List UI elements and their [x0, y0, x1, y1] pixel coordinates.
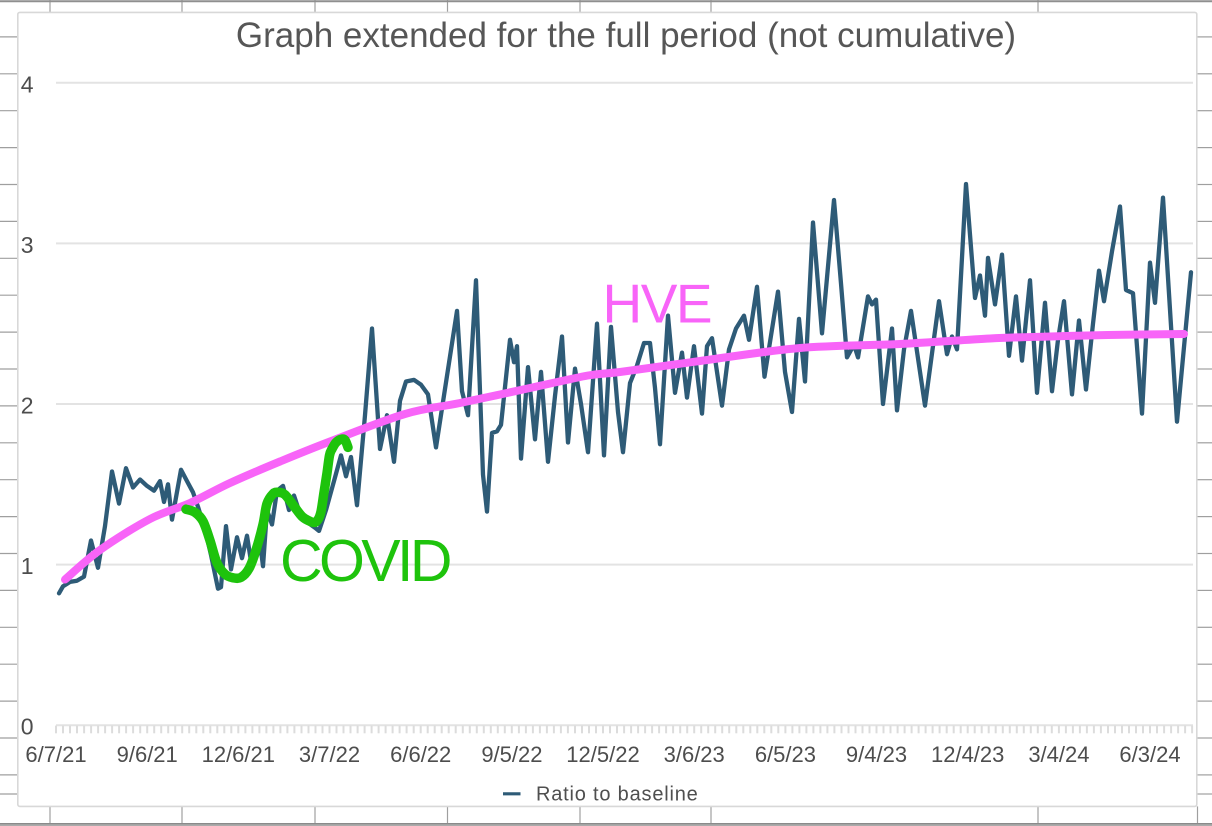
svg-text:12/4/23: 12/4/23: [931, 742, 1004, 767]
svg-text:9/5/22: 9/5/22: [481, 742, 542, 767]
svg-text:3/6/23: 3/6/23: [664, 742, 725, 767]
svg-text:6/6/22: 6/6/22: [390, 742, 451, 767]
svg-text:6/5/23: 6/5/23: [755, 742, 816, 767]
svg-text:12/5/22: 12/5/22: [566, 742, 639, 767]
svg-text:3/4/24: 3/4/24: [1028, 742, 1089, 767]
svg-text:Graph extended for the full pe: Graph extended for the full period (not …: [236, 16, 1016, 55]
svg-text:HVE: HVE: [603, 273, 712, 335]
svg-text:6/7/21: 6/7/21: [25, 742, 86, 767]
svg-text:2: 2: [21, 393, 34, 419]
svg-text:12/6/21: 12/6/21: [202, 742, 275, 767]
svg-text:9/4/23: 9/4/23: [846, 742, 907, 767]
svg-text:Ratio to baseline: Ratio to baseline: [536, 784, 699, 806]
svg-text:0: 0: [21, 714, 34, 740]
svg-text:COVID: COVID: [280, 528, 450, 594]
svg-text:6/3/24: 6/3/24: [1119, 742, 1180, 767]
svg-text:4: 4: [21, 71, 34, 97]
svg-text:3: 3: [21, 232, 34, 258]
svg-text:1: 1: [21, 553, 34, 579]
svg-text:3/7/22: 3/7/22: [299, 742, 360, 767]
svg-text:9/6/21: 9/6/21: [117, 742, 178, 767]
